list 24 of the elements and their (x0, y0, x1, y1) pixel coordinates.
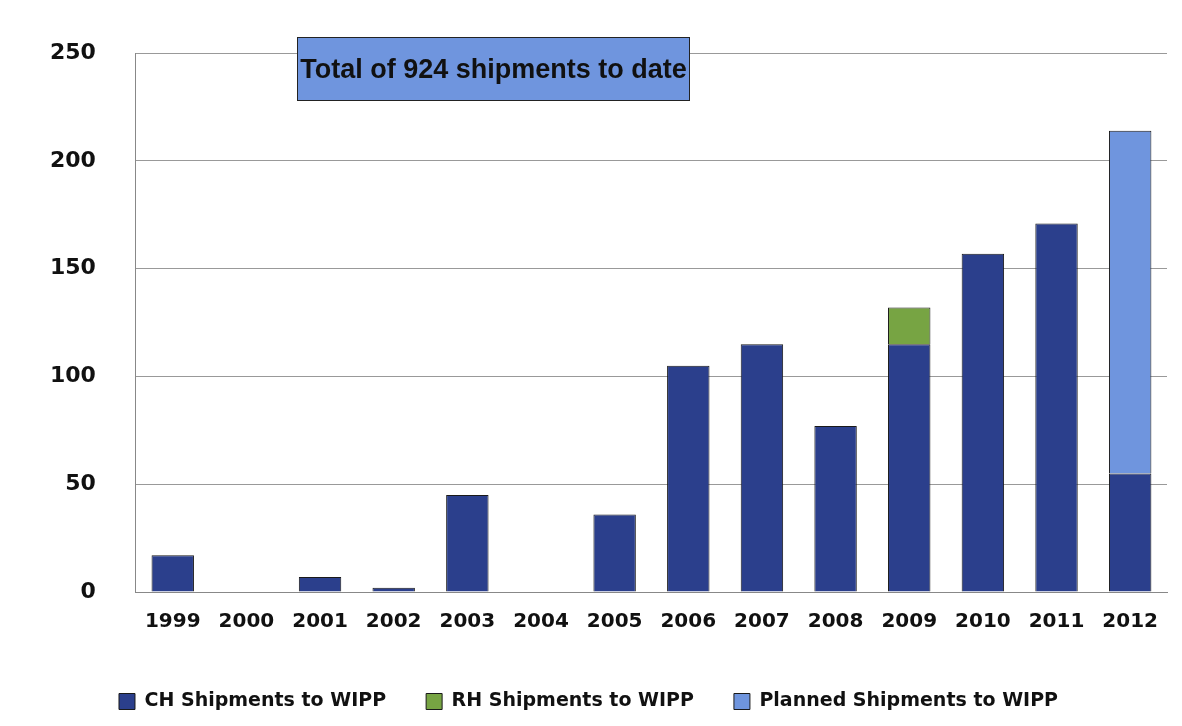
x-tick-label: 2007 (734, 608, 790, 633)
x-tick-label: 2000 (218, 608, 275, 633)
x-tick-label: 2002 (365, 608, 422, 633)
y-tick-label: 250 (49, 38, 96, 64)
x-tick-label: 2005 (586, 608, 643, 633)
x-tick-label: 2004 (513, 608, 569, 633)
x-tick-label: 2012 (1102, 608, 1159, 633)
y-tick-label: 150 (49, 254, 96, 280)
x-tick-label: 1999 (144, 608, 201, 633)
x-tick-label: 2003 (439, 608, 496, 633)
x-tick-label: 2006 (660, 608, 717, 633)
x-tick-label: 2001 (292, 608, 348, 633)
legend-label: RH Shipments to WIPP (451, 688, 695, 711)
x-tick-label: 2010 (955, 608, 1011, 633)
x-tick-label: 2009 (881, 608, 938, 633)
x-tick-label: 2011 (1028, 608, 1085, 633)
annotation: Total of 924 shipments to date (297, 37, 690, 101)
y-tick-label: 0 (80, 577, 96, 603)
x-tick-label: 2008 (807, 608, 864, 633)
y-tick-label: 100 (49, 362, 96, 388)
y-tick-label: 50 (65, 469, 96, 495)
y-tick-label: 200 (49, 146, 96, 172)
legend-label: Planned Shipments to WIPP (759, 688, 1059, 711)
legend-label: CH Shipments to WIPP (144, 688, 387, 711)
